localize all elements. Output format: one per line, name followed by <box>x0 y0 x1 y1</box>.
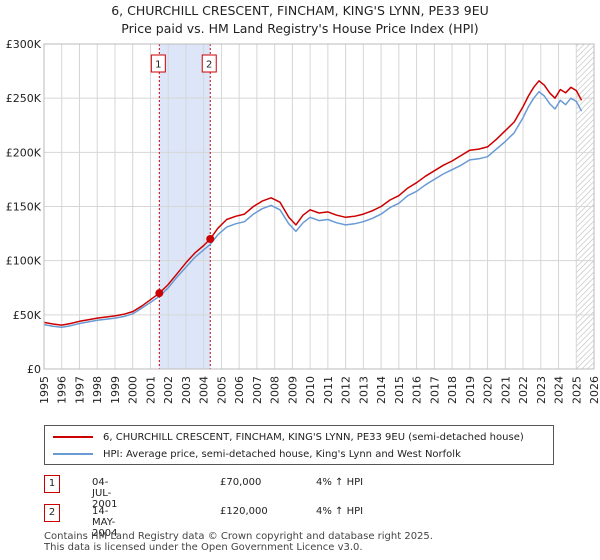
x-tick-label: 2019 <box>464 376 477 404</box>
x-tick-label: 2004 <box>198 376 211 404</box>
x-tick-label: 2007 <box>251 376 264 404</box>
y-tick-label: £0 <box>27 363 41 376</box>
x-tick-label: 2021 <box>499 376 512 404</box>
x-tick-label: 2008 <box>269 376 282 404</box>
y-tick-label: £300K <box>6 38 42 51</box>
x-tick-label: 1995 <box>38 376 51 404</box>
sale-price: £70,000 <box>220 477 262 488</box>
sale-point <box>155 289 164 298</box>
sale-hpi-delta: 4% ↑ HPI <box>316 477 364 488</box>
legend-label-hpi: HPI: Average price, semi-detached house,… <box>103 448 461 460</box>
sale-number-badge: 2 <box>44 504 60 522</box>
sale-date: 14-MAY-2004 <box>92 506 118 539</box>
x-tick-label: 1999 <box>109 376 122 404</box>
footer-line: Contains HM Land Registry data © Crown c… <box>44 531 433 542</box>
chart-title: 6, CHURCHILL CRESCENT, FINCHAM, KING'S L… <box>111 3 489 18</box>
sale-marker-label: 1 <box>155 60 161 71</box>
x-tick-label: 2014 <box>375 376 388 404</box>
legend-item-hpi: HPI: Average price, semi-detached house,… <box>53 446 461 462</box>
x-tick-label: 2015 <box>393 376 406 404</box>
x-tick-label: 2012 <box>340 376 353 404</box>
legend-swatch-property <box>53 436 93 438</box>
x-tick-label: 2006 <box>233 376 246 404</box>
x-tick-label: 2005 <box>215 376 228 404</box>
legend-swatch-hpi <box>53 453 93 455</box>
sale-price: £120,000 <box>220 506 268 517</box>
x-tick-label: 2003 <box>180 376 193 404</box>
footer-line: This data is licensed under the Open Gov… <box>44 542 363 553</box>
sale-marker-box <box>150 54 166 73</box>
legend: 6, CHURCHILL CRESCENT, FINCHAM, KING'S L… <box>44 425 554 465</box>
series-line-hpi <box>43 90 583 329</box>
sale-hpi-delta: 4% ↑ HPI <box>316 506 364 517</box>
sale-marker-label: 2 <box>206 60 212 71</box>
x-tick-label: 2001 <box>144 376 157 404</box>
x-tick-label: 2010 <box>304 376 317 404</box>
x-tick-label: 2017 <box>428 376 441 404</box>
x-tick-label: 2009 <box>286 376 299 404</box>
x-tick-label: 2023 <box>535 376 548 404</box>
y-tick-label: £50K <box>13 309 42 322</box>
y-tick-label: £100K <box>6 255 42 268</box>
x-tick-label: 2002 <box>162 376 175 404</box>
footer-attribution: Contains HM Land Registry data © Crown c… <box>44 531 433 553</box>
y-tick-label: £150K <box>6 201 42 214</box>
sale-date: 04-JUL-2001 <box>92 477 118 510</box>
x-tick-label: 2020 <box>482 376 495 404</box>
sale-point <box>206 235 215 243</box>
chart-subtitle: Price paid vs. HM Land Registry's House … <box>121 21 479 36</box>
x-tick-label: 2018 <box>446 376 459 404</box>
legend-item-property: 6, CHURCHILL CRESCENT, FINCHAM, KING'S L… <box>53 429 524 445</box>
plot-frame <box>43 43 595 370</box>
series-line-property <box>43 80 583 326</box>
x-tick-label: 1997 <box>73 376 86 404</box>
x-tick-label: 2000 <box>127 376 140 404</box>
x-tick-label: 2024 <box>553 376 566 404</box>
legend-label-property: 6, CHURCHILL CRESCENT, FINCHAM, KING'S L… <box>103 431 524 443</box>
sale-number-badge: 1 <box>44 475 60 493</box>
x-tick-label: 2013 <box>357 376 370 404</box>
x-tick-label: 2025 <box>570 376 583 404</box>
x-tick-label: 2011 <box>322 376 335 404</box>
x-tick-label: 1998 <box>91 376 104 404</box>
sale-marker-box <box>201 54 217 73</box>
y-tick-label: £200K <box>6 146 42 159</box>
x-tick-label: 2026 <box>588 376 600 404</box>
x-tick-label: 2016 <box>411 376 424 404</box>
price-chart: 1 2 £0 £50K £100K £150K £200K £250K £300K 1995 199… <box>6 38 600 404</box>
y-tick-label: £250K <box>6 92 42 105</box>
x-tick-label: 2022 <box>517 376 530 404</box>
x-tick-label: 1996 <box>56 376 69 404</box>
